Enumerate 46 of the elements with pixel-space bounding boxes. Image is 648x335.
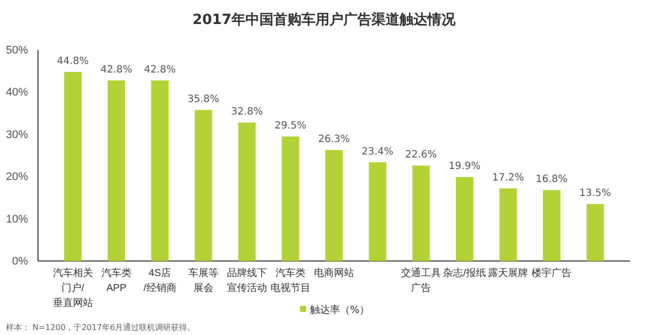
data-label: 32.8% (231, 106, 263, 118)
x-tick-label: 电商网站 (314, 267, 354, 279)
bar (282, 136, 300, 261)
data-label: 23.4% (362, 146, 394, 158)
x-tick-label: 交通工具广告 (401, 267, 442, 294)
y-tick-label: 10% (6, 213, 28, 226)
y-tick-label: 50% (6, 44, 28, 57)
bar (325, 150, 343, 261)
bar (542, 190, 560, 261)
bar (108, 80, 126, 261)
x-tick-label: 露天展牌 (488, 267, 528, 279)
data-label: 42.8% (144, 64, 176, 76)
data-label: 26.3% (318, 134, 350, 146)
data-label: 16.8% (536, 174, 568, 186)
x-tick-label: 汽车类APP (101, 267, 132, 294)
bar (151, 80, 169, 261)
y-tick-label: 40% (6, 86, 28, 99)
data-label: 35.8% (188, 94, 220, 105)
data-label: 13.5% (579, 188, 612, 200)
bar (194, 110, 212, 261)
data-label: 29.5% (274, 120, 306, 132)
x-tick-label: 楼宇广告 (532, 267, 572, 279)
bar (456, 177, 474, 261)
legend-label: 触达率（%） (310, 304, 370, 316)
x-tick-label: 汽车类电视节目 (270, 267, 310, 294)
data-label: 44.8% (56, 56, 89, 67)
y-tick-label: 0% (12, 256, 28, 268)
data-label: 22.6% (405, 150, 437, 161)
bar (412, 166, 430, 261)
x-tick-label: 杂志/报纸 (443, 267, 486, 279)
bar (238, 122, 256, 261)
x-tick-label: 品牌线下宣传活动 (226, 267, 267, 294)
x-tick-label: 4S店/经销商 (143, 267, 176, 294)
data-label: 17.2% (492, 172, 524, 184)
bar (64, 72, 82, 261)
bar (586, 204, 604, 261)
bar (499, 188, 517, 261)
y-tick-label: 20% (6, 171, 28, 184)
x-tick-label: 汽车相关门户/垂直网站 (52, 267, 93, 309)
data-label: 19.9% (448, 161, 480, 172)
bar (368, 162, 386, 261)
x-tick-label: 车展等展会 (188, 267, 218, 294)
chart-title: 2017年中国首购车用户广告渠道触达情况 (192, 11, 456, 28)
y-tick-label: 30% (6, 128, 28, 141)
text: 样本： N=1200，于2017年6月通过联机调研获得。 (6, 323, 196, 332)
data-label: 42.8% (100, 64, 132, 76)
